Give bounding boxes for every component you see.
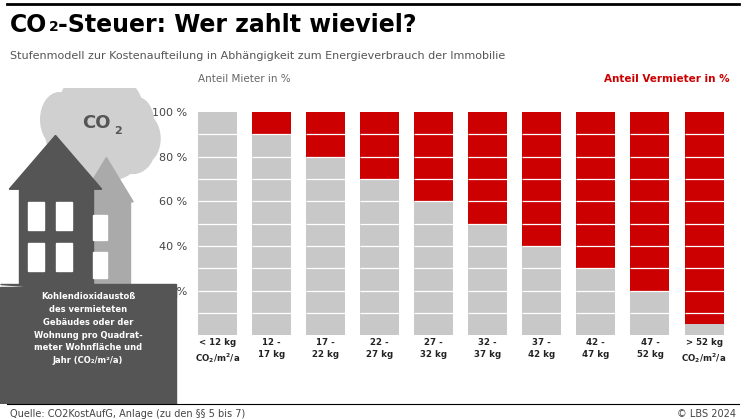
Text: CO: CO bbox=[82, 114, 110, 132]
Bar bbox=[577, 268, 615, 335]
Ellipse shape bbox=[78, 110, 144, 180]
Bar bbox=[468, 224, 507, 335]
Ellipse shape bbox=[41, 93, 78, 147]
Bar bbox=[630, 112, 669, 290]
Ellipse shape bbox=[101, 82, 142, 139]
Polygon shape bbox=[84, 202, 130, 284]
Bar bbox=[306, 157, 345, 335]
Text: CO: CO bbox=[10, 13, 47, 37]
Bar bbox=[360, 179, 399, 335]
Bar bbox=[252, 112, 291, 134]
Text: Anteil Mieter in %: Anteil Mieter in % bbox=[198, 74, 290, 84]
Ellipse shape bbox=[128, 115, 160, 162]
Bar bbox=[630, 290, 669, 335]
Bar bbox=[522, 246, 561, 335]
FancyBboxPatch shape bbox=[28, 202, 45, 230]
Polygon shape bbox=[19, 189, 93, 284]
Bar bbox=[468, 112, 507, 224]
Bar bbox=[198, 112, 236, 335]
Bar bbox=[685, 112, 724, 324]
Bar bbox=[306, 112, 345, 157]
FancyBboxPatch shape bbox=[28, 243, 45, 272]
Ellipse shape bbox=[120, 98, 154, 148]
Polygon shape bbox=[0, 284, 176, 297]
Text: Anteil Vermieter in %: Anteil Vermieter in % bbox=[604, 74, 730, 84]
FancyBboxPatch shape bbox=[93, 253, 107, 278]
Bar bbox=[685, 324, 724, 335]
Text: 2: 2 bbox=[49, 20, 59, 34]
Bar bbox=[414, 112, 453, 201]
Polygon shape bbox=[80, 158, 134, 202]
Text: Kohlendioxidaustoß
des vermieteten
Gebäudes oder der
Wohnung pro Quadrat-
meter : Kohlendioxidaustoß des vermieteten Gebäu… bbox=[34, 292, 142, 365]
Bar bbox=[252, 134, 291, 335]
FancyBboxPatch shape bbox=[0, 287, 176, 404]
Bar bbox=[360, 112, 399, 179]
Ellipse shape bbox=[111, 116, 155, 173]
FancyBboxPatch shape bbox=[55, 202, 72, 230]
Bar bbox=[577, 112, 615, 268]
Ellipse shape bbox=[46, 110, 84, 161]
Ellipse shape bbox=[59, 78, 100, 135]
Ellipse shape bbox=[80, 72, 124, 135]
Text: Quelle: CO2KostAufG, Anlage (zu den §§ 5 bis 7): Quelle: CO2KostAufG, Anlage (zu den §§ 5… bbox=[10, 409, 245, 419]
Ellipse shape bbox=[50, 110, 116, 180]
FancyBboxPatch shape bbox=[55, 243, 72, 272]
Polygon shape bbox=[9, 135, 101, 189]
Text: © LBS 2024: © LBS 2024 bbox=[677, 409, 736, 419]
Text: -Steuer: Wer zahlt wieviel?: -Steuer: Wer zahlt wieviel? bbox=[58, 13, 417, 37]
Bar bbox=[414, 201, 453, 335]
Text: 2: 2 bbox=[114, 126, 122, 136]
FancyBboxPatch shape bbox=[93, 215, 107, 240]
Bar bbox=[522, 112, 561, 246]
Text: Stufenmodell zur Kostenaufteilung in Abhängigkeit zum Energieverbrauch der Immob: Stufenmodell zur Kostenaufteilung in Abh… bbox=[10, 51, 505, 61]
